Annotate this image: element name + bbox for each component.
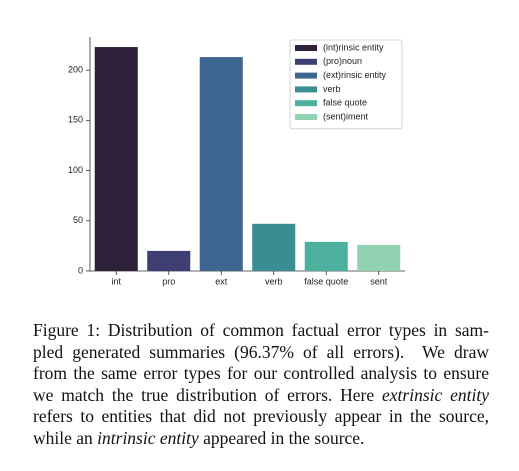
legend-label: (pro)noun: [323, 56, 362, 66]
caption-line: refers to entities that did not previous…: [33, 406, 489, 428]
caption-text: while an: [33, 427, 98, 448]
x-tick-label: int: [111, 276, 121, 286]
legend-label: verb: [323, 84, 341, 94]
bar: [304, 241, 348, 271]
legend-swatch: [295, 114, 317, 120]
legend-swatch: [295, 100, 317, 107]
y-tick-label: 200: [68, 65, 83, 75]
y-tick-label: 0: [78, 265, 83, 275]
x-tick-label: false quote: [304, 276, 348, 286]
legend-label: (int)rinsic entity: [323, 42, 384, 52]
caption-text: pled generated summaries (96.37% of all …: [33, 341, 489, 362]
caption-text: from the same error types for our contro…: [33, 363, 489, 383]
caption-line: we match the true distribution of errors…: [33, 385, 489, 407]
caption: Figure 1: Distribution of common factual…: [33, 320, 489, 449]
legend-swatch: [295, 86, 317, 93]
chart: 0 50 100 150 200 int pro ext verb false quote sent…: [68, 37, 405, 286]
bar: [357, 244, 401, 271]
caption-italic: extrinsic entity: [382, 384, 489, 405]
legend-swatch: [295, 72, 317, 79]
bar: [199, 57, 243, 271]
legend-label: false quote: [323, 98, 367, 108]
y-tick-label: 100: [68, 165, 83, 175]
legend-label: (ext)rinsic entity: [323, 70, 387, 80]
caption-text: we match the true distribution of errors…: [33, 384, 383, 405]
bar: [252, 223, 296, 271]
caption-line: from the same error types for our contro…: [33, 363, 489, 385]
legend-swatch: [295, 45, 317, 51]
caption-line: Figure 1: Distribution of common factual…: [33, 320, 489, 342]
legend-box: [289, 39, 403, 130]
caption-line: while an intrinsic entity appeared in th…: [33, 428, 489, 450]
x-tick-label: verb: [265, 276, 283, 286]
x-tick-label: ext: [215, 276, 228, 286]
caption-text: appeared in the source.: [198, 427, 365, 448]
caption-italic: intrinsic entity: [97, 427, 199, 448]
caption-line: pled generated summaries (96.37% of all …: [33, 342, 489, 364]
y-tick-label: 150: [68, 115, 83, 125]
bar: [147, 250, 191, 271]
caption-text: refers to entities that did not previous…: [33, 406, 489, 426]
x-tick-label: pro: [162, 276, 175, 286]
legend-swatch: [295, 58, 317, 65]
legend-label: (sent)iment: [323, 111, 369, 121]
y-tick-label: 50: [73, 215, 83, 225]
caption-text: Figure 1: Distribution of common factual…: [33, 320, 489, 340]
bar: [94, 47, 138, 271]
x-tick-label: sent: [370, 276, 388, 286]
